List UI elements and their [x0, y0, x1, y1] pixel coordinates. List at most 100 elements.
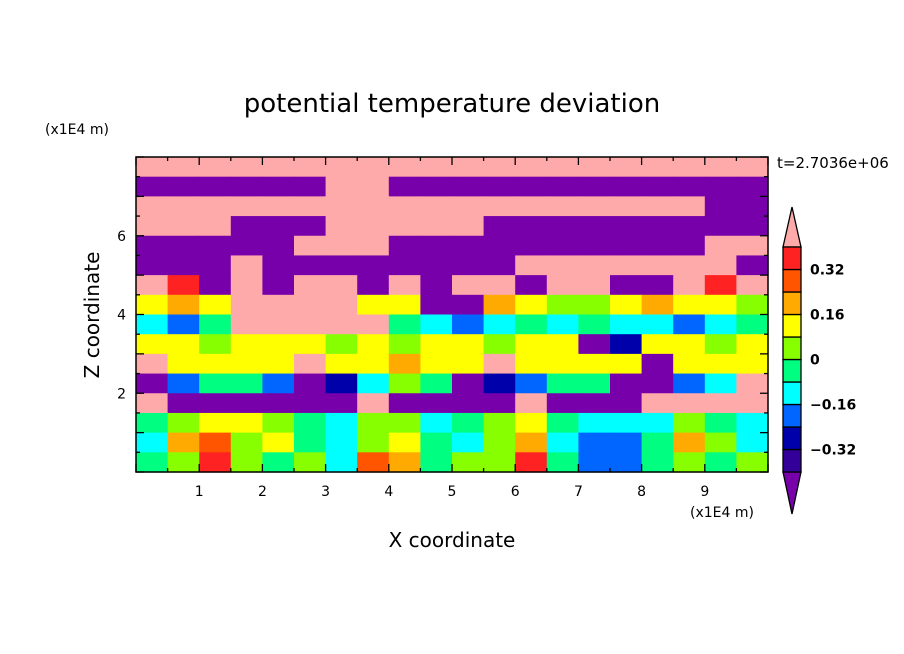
y-axis-label: Z coordinate — [80, 252, 104, 379]
heatmap-cell — [420, 255, 453, 276]
heatmap-cell — [515, 314, 548, 335]
heatmap-cell — [673, 353, 706, 375]
heatmap-cell — [388, 235, 421, 257]
heatmap-cell — [483, 157, 516, 178]
heatmap-cell — [673, 334, 706, 355]
heatmap-cell — [578, 452, 611, 473]
heatmap-cell — [578, 334, 611, 355]
x-tick-label: 1 — [195, 484, 204, 500]
heatmap-cell — [325, 353, 358, 375]
heatmap-cell — [136, 294, 169, 316]
heatmap-cell — [641, 452, 674, 473]
heatmap-cell — [388, 275, 421, 296]
heatmap-cell — [420, 275, 453, 296]
heatmap-cell — [420, 412, 453, 434]
heatmap-cell — [420, 373, 453, 394]
heatmap-cell — [420, 235, 453, 257]
heatmap-cell — [136, 412, 169, 434]
heatmap-cell — [483, 353, 516, 375]
heatmap-cell — [262, 353, 295, 375]
heatmap-cell — [483, 275, 516, 296]
heatmap-cell — [388, 373, 421, 394]
heatmap-cell — [452, 334, 485, 355]
heatmap-cell — [704, 235, 737, 257]
heatmap-cell — [641, 373, 674, 394]
heatmap-cell — [262, 452, 295, 473]
heatmap-cell — [546, 255, 579, 276]
heatmap-cell — [294, 176, 327, 197]
heatmap-cell — [294, 393, 327, 414]
heatmap-cell — [515, 373, 548, 394]
heatmap-cell — [325, 196, 358, 217]
heatmap-cell — [578, 216, 611, 237]
heatmap-cell — [388, 314, 421, 335]
x-tick-label: 5 — [448, 484, 457, 500]
heatmap-cell — [641, 216, 674, 237]
colorbar-tick-label: −0.16 — [810, 398, 856, 414]
y-tick-label: 2 — [117, 386, 126, 402]
heatmap-cell — [515, 255, 548, 276]
heatmap-cell — [262, 275, 295, 296]
heatmap-cell — [736, 255, 769, 276]
heatmap-cell — [704, 373, 737, 394]
heatmap-cell — [641, 176, 674, 197]
heatmap-cell — [704, 216, 737, 237]
heatmap-cell — [199, 157, 232, 178]
heatmap-cell — [673, 412, 706, 434]
heatmap-cell — [325, 393, 358, 414]
heatmap-cell — [546, 334, 579, 355]
heatmap-cell — [357, 393, 390, 414]
heatmap-cell — [546, 452, 579, 473]
heatmap-cell — [483, 235, 516, 257]
heatmap-cell — [641, 432, 674, 453]
heatmap-cell — [610, 255, 643, 276]
heatmap-cell — [610, 412, 643, 434]
heatmap-cell — [546, 314, 579, 335]
heatmap-cell — [736, 373, 769, 394]
heatmap-cell — [167, 314, 200, 335]
heatmap-cell — [673, 255, 706, 276]
heatmap-cell — [610, 373, 643, 394]
heatmap-cell — [294, 275, 327, 296]
heatmap-cell — [294, 432, 327, 453]
heatmap-cell — [578, 275, 611, 296]
heatmap-cell — [673, 235, 706, 257]
heatmap-cell — [294, 255, 327, 276]
heatmap-field — [136, 157, 769, 473]
heatmap-cell — [167, 157, 200, 178]
heatmap-cell — [388, 432, 421, 453]
heatmap-cell — [736, 216, 769, 237]
heatmap-cell — [673, 275, 706, 296]
heatmap-cell — [578, 412, 611, 434]
colorbar-swatch — [782, 358, 802, 383]
heatmap-cell — [578, 393, 611, 414]
heatmap-cell — [483, 412, 516, 434]
heatmap-cell — [199, 314, 232, 335]
heatmap-cell — [230, 255, 263, 276]
colorbar-swatch — [782, 268, 802, 293]
heatmap-cell — [704, 275, 737, 296]
heatmap-cell — [736, 176, 769, 197]
heatmap-cell — [578, 373, 611, 394]
heatmap-cell — [704, 393, 737, 414]
heatmap-cell — [515, 157, 548, 178]
colorbar-swatch — [782, 381, 802, 406]
heatmap-cell — [704, 176, 737, 197]
heatmap-cell — [483, 294, 516, 316]
heatmap-cell — [452, 432, 485, 453]
heatmap-cell — [136, 157, 169, 178]
heatmap-cell — [420, 432, 453, 453]
heatmap-cell — [325, 216, 358, 237]
heatmap-cell — [452, 314, 485, 335]
heatmap-cell — [230, 216, 263, 237]
heatmap-cell — [673, 432, 706, 453]
heatmap-cell — [388, 334, 421, 355]
heatmap-cell — [357, 452, 390, 473]
heatmap-cell — [641, 412, 674, 434]
heatmap-cell — [262, 314, 295, 335]
heatmap-cell — [452, 196, 485, 217]
heatmap-cell — [736, 393, 769, 414]
heatmap-cell — [704, 255, 737, 276]
heatmap-cell — [167, 432, 200, 453]
